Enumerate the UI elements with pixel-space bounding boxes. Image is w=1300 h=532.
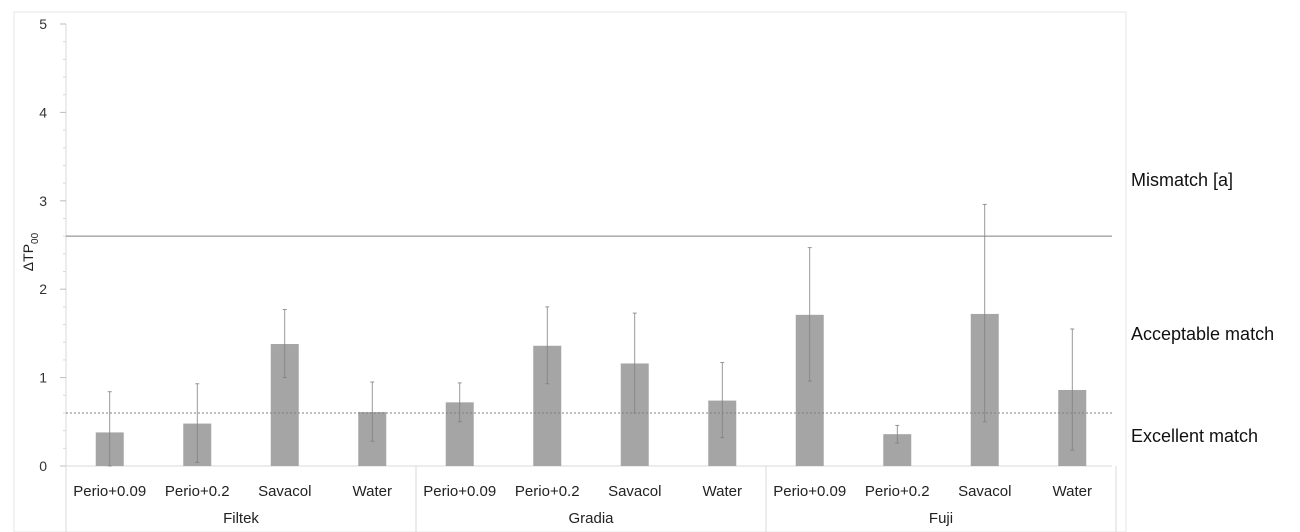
y-tick-label: 5 bbox=[39, 16, 47, 32]
y-tick-label: 2 bbox=[39, 281, 47, 297]
x-category-label: Water bbox=[703, 483, 742, 500]
y-axis-label-main: ΔTP bbox=[20, 244, 36, 271]
x-category-label: Perio+0.2 bbox=[515, 483, 580, 500]
bars bbox=[95, 203, 1087, 467]
y-tick-label: 3 bbox=[39, 193, 47, 209]
plot-frame bbox=[13, 11, 1127, 532]
x-category-label: Perio+0.2 bbox=[865, 483, 930, 500]
x-category-label: Water bbox=[353, 483, 392, 500]
y-axis: 0 1 2 3 4 5 bbox=[39, 16, 1112, 474]
x-category-label: Savacol bbox=[258, 483, 311, 500]
y-tick-label: 1 bbox=[39, 370, 47, 386]
x-group-label: Gradia bbox=[568, 510, 614, 527]
x-category-label: Perio+0.09 bbox=[423, 483, 496, 500]
x-category-label: Savacol bbox=[608, 483, 661, 500]
threshold-lines bbox=[66, 235, 1112, 414]
y-axis-label: ΔTP00 bbox=[20, 232, 41, 271]
x-category-label: Savacol bbox=[958, 483, 1011, 500]
y-axis-label-subscript: 00 bbox=[30, 232, 41, 244]
annotation-label: Mismatch [a] bbox=[1131, 170, 1233, 190]
x-axis-categories: Perio+0.09 Perio+0.2 Savacol Water Perio+0.0… bbox=[65, 466, 1117, 532]
x-category-label: Perio+0.09 bbox=[73, 483, 146, 500]
y-tick-label: 4 bbox=[39, 104, 47, 120]
x-category-label: Perio+0.2 bbox=[165, 483, 230, 500]
annotations: Mismatch [a] Acceptable match Excellent ma… bbox=[1131, 170, 1274, 446]
x-category-label: Water bbox=[1053, 483, 1092, 500]
x-group-label: Filtek bbox=[223, 510, 259, 527]
annotation-label: Acceptable match bbox=[1131, 324, 1274, 344]
x-category-label: Perio+0.09 bbox=[773, 483, 846, 500]
annotation-label: Excellent match bbox=[1131, 426, 1258, 446]
y-tick-label: 0 bbox=[39, 458, 47, 474]
x-group-label: Fuji bbox=[929, 510, 953, 527]
